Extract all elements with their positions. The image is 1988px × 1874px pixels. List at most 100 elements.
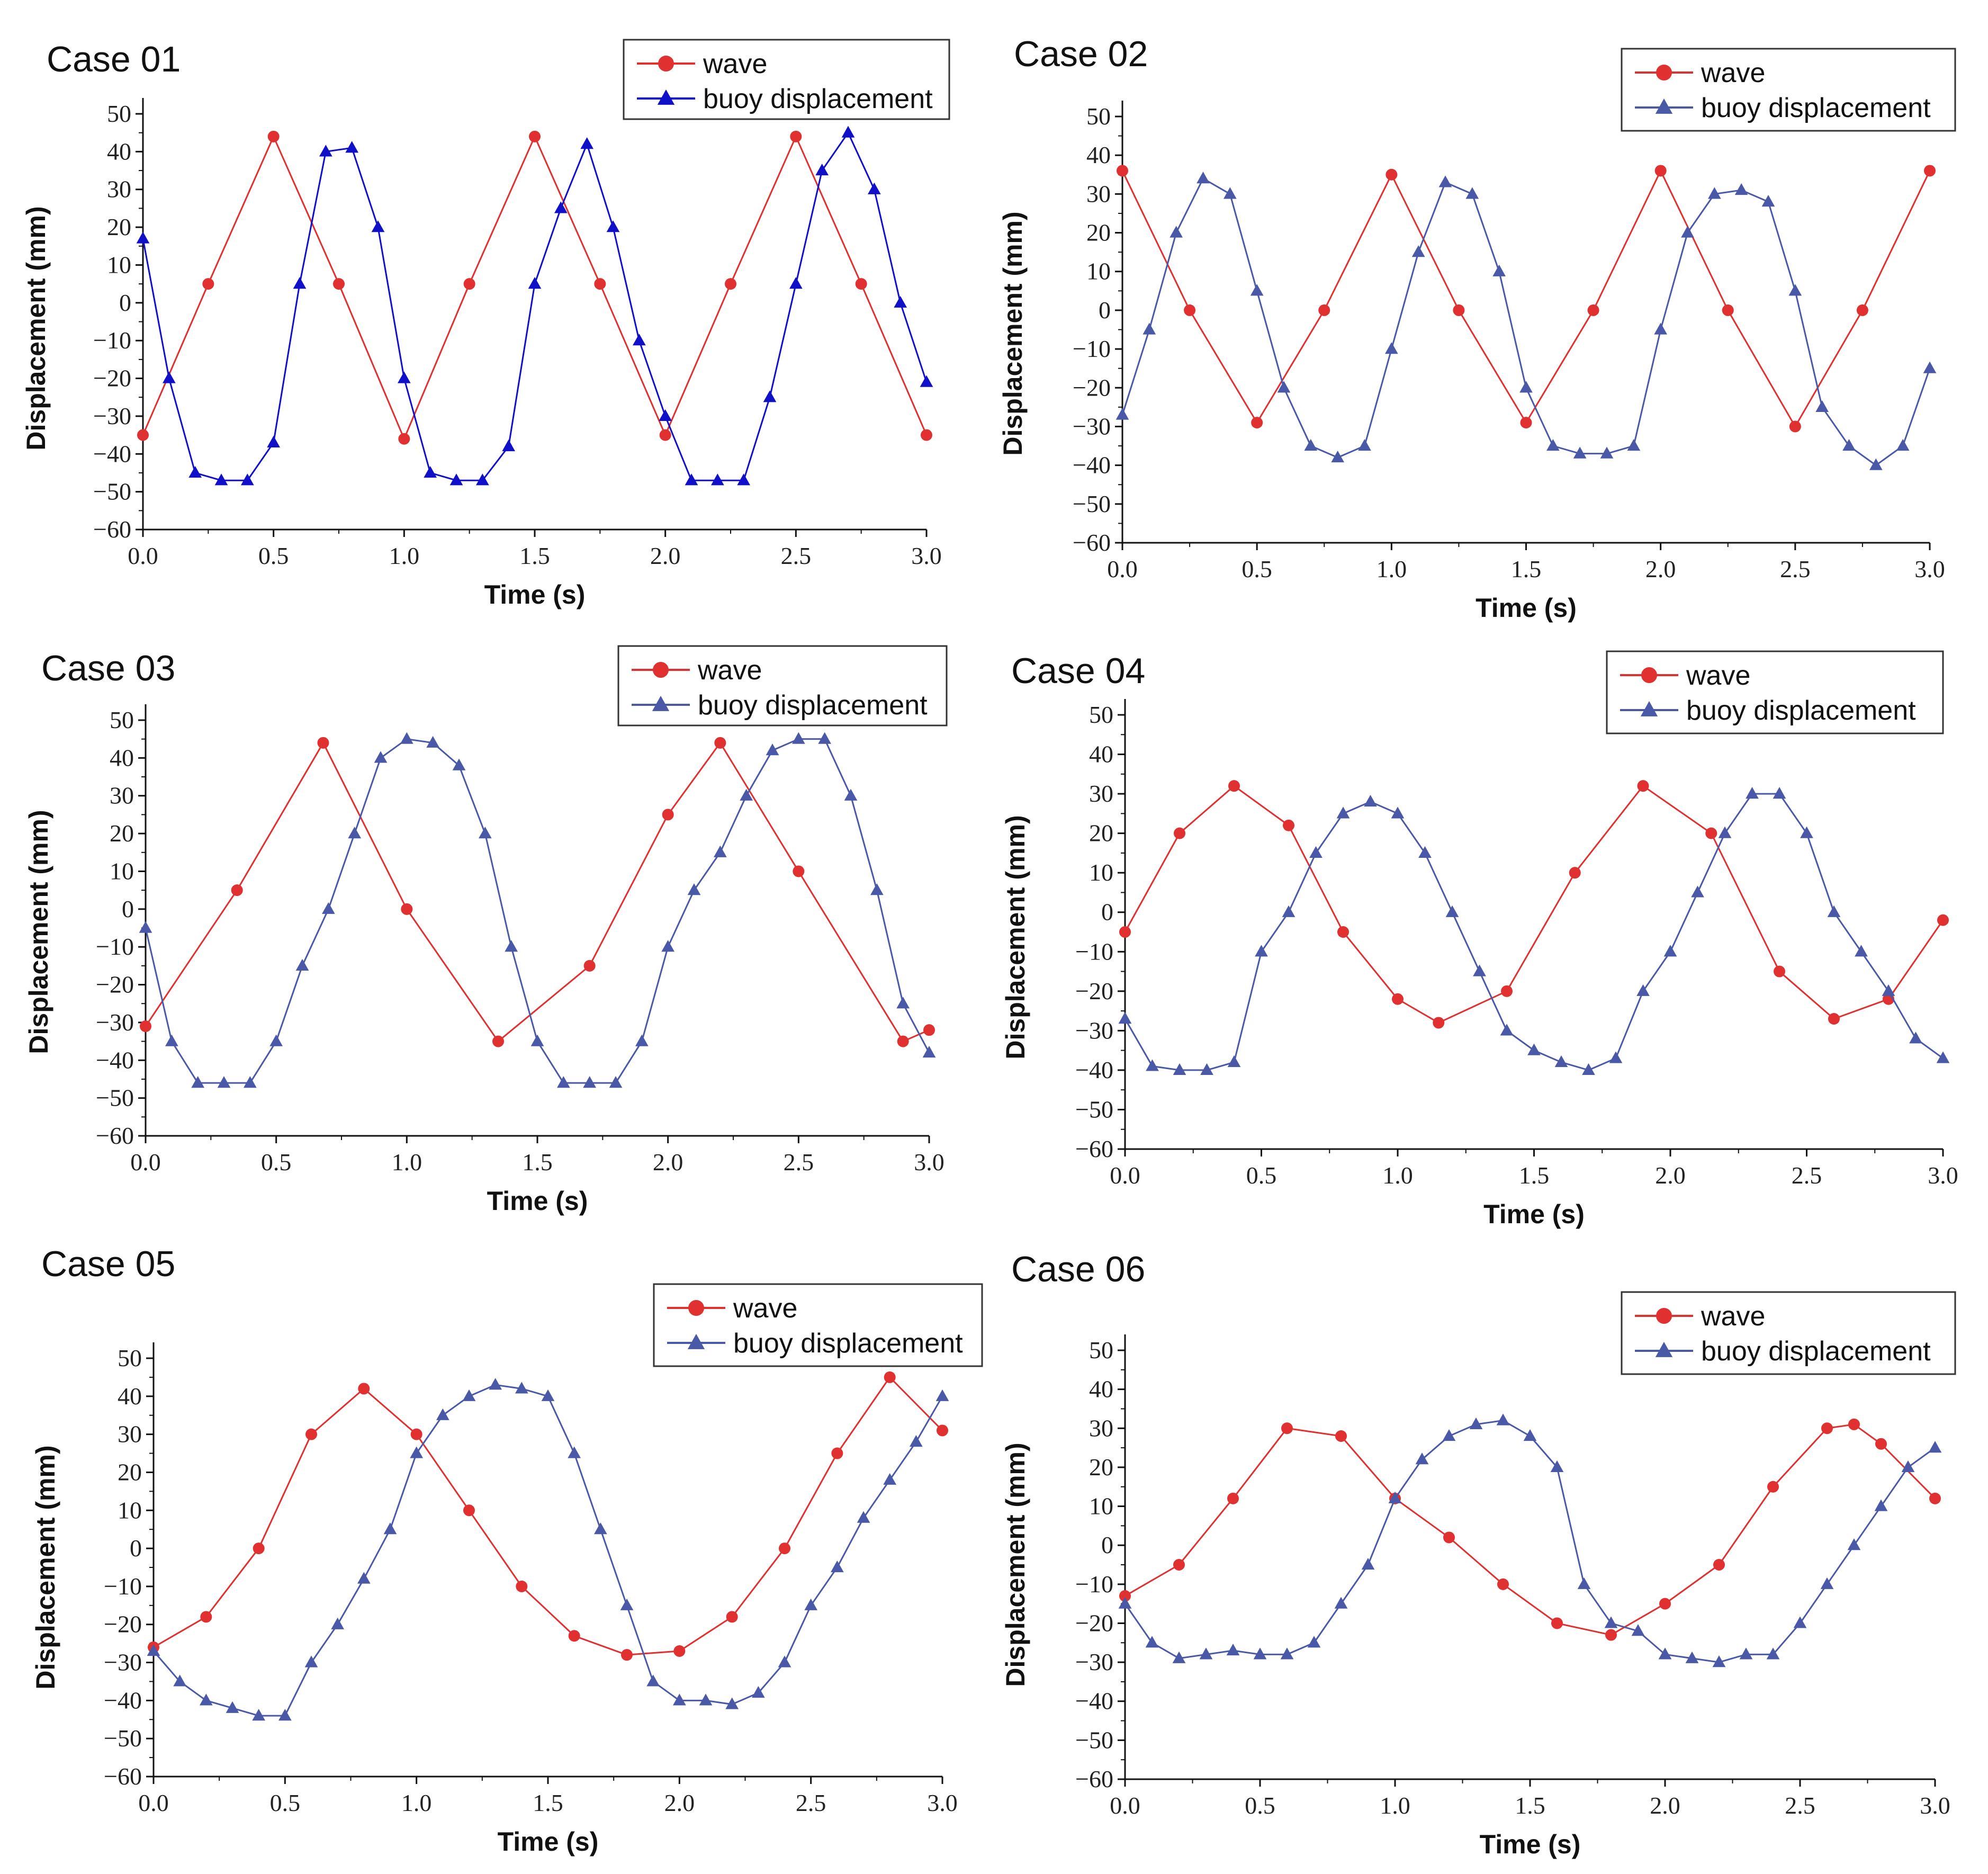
buoy-point — [426, 736, 440, 748]
buoy-point — [217, 1076, 231, 1088]
wave-point — [897, 1035, 909, 1047]
x-tick-label: 3.0 — [914, 1149, 944, 1176]
buoy-point — [348, 827, 362, 839]
x-tick-label: 1.5 — [1511, 555, 1542, 582]
y-tick-label: 40 — [1086, 141, 1111, 168]
buoy-point — [243, 1076, 257, 1088]
buoy-point — [632, 334, 646, 346]
buoy-point — [1197, 172, 1210, 184]
legend-triangle-marker — [1655, 98, 1673, 114]
y-tick-label: −40 — [1073, 452, 1111, 479]
chart-panel-3: Case 03 −60 −50 −40 −30 −20 −10 0 10 20 30 40 50 0.0 0… — [24, 645, 948, 1216]
wave-point — [267, 130, 280, 142]
y-tick-label: −10 — [1075, 1571, 1113, 1598]
wave-point — [1569, 867, 1581, 879]
buoy-point — [896, 997, 910, 1009]
x-tick-label: 1.0 — [1382, 1162, 1413, 1189]
x-tick-label: 0.5 — [270, 1789, 301, 1816]
wave-point — [358, 1383, 370, 1395]
buoy-point — [1827, 905, 1841, 917]
x-axis-label: Time (s) — [1476, 593, 1577, 623]
buoy-point — [818, 732, 832, 744]
series-line — [153, 1376, 943, 1656]
wave-point — [1392, 993, 1404, 1005]
buoy-point — [1739, 1647, 1753, 1660]
legend-box — [1606, 650, 1944, 734]
buoy-point — [620, 1598, 634, 1610]
wave-point — [1227, 1492, 1239, 1504]
wave-point — [1251, 417, 1263, 429]
y-tick-label: −30 — [1075, 1648, 1113, 1675]
chart-panel-2: Case 02 −60 −50 −40 −30 −20 −10 0 10 20 30 40 50 0.0 0… — [998, 34, 1956, 623]
legend-triangle-marker — [687, 1334, 705, 1349]
y-tick-label: 40 — [110, 744, 134, 771]
buoy-point — [162, 371, 176, 383]
buoy-point — [1143, 322, 1156, 335]
chart-panel-4: Case 04 −60 −50 −40 −30 −20 −10 0 10 20 30 40 50 0.0 0… — [1001, 650, 1958, 1229]
x-tick-label: 2.0 — [664, 1789, 695, 1816]
y-tick-label: 0 — [119, 289, 131, 316]
buoy-point — [345, 141, 359, 153]
legend-triangle-marker — [652, 696, 670, 711]
y-tick-label: −20 — [1073, 374, 1111, 401]
y-tick-label: −60 — [104, 1763, 142, 1790]
buoy-point — [1761, 195, 1775, 207]
buoy-point — [1445, 905, 1459, 917]
wave-point — [1774, 965, 1785, 978]
y-tick-label: −60 — [96, 1122, 134, 1149]
legend-label: wave — [1701, 1301, 1765, 1332]
buoy-point — [1691, 885, 1704, 898]
buoy-point — [374, 751, 388, 763]
series-wave — [1119, 1418, 1941, 1641]
x-tick-label: 1.5 — [1519, 1162, 1550, 1189]
x-axis-label: Time (s) — [484, 580, 586, 609]
wave-point — [1520, 417, 1532, 429]
wave-point — [1637, 780, 1649, 792]
y-tick-label: 10 — [1089, 859, 1113, 886]
buoy-point — [475, 473, 489, 486]
buoy-point — [737, 473, 751, 486]
buoy-point — [541, 1389, 555, 1401]
buoy-point — [1550, 1460, 1564, 1473]
wave-point — [790, 130, 802, 142]
legend-label: wave — [733, 1293, 797, 1324]
wave-point — [937, 1424, 948, 1437]
buoy-point — [646, 1674, 660, 1687]
x-tick-label: 3.0 — [1928, 1162, 1958, 1189]
y-axis-label: Displacement (mm) — [1001, 815, 1030, 1059]
buoy-point — [1546, 439, 1560, 451]
wave-point — [1335, 1430, 1347, 1442]
series-line — [1124, 1419, 1936, 1663]
buoy-point — [687, 883, 701, 895]
wave-point — [1228, 780, 1240, 792]
buoy-point — [1855, 945, 1868, 957]
wave-point — [659, 429, 671, 441]
legend-box — [653, 1283, 983, 1367]
buoy-point — [1465, 187, 1479, 199]
legend-box — [623, 39, 950, 120]
buoy-point — [1384, 342, 1398, 354]
buoy-point — [269, 1034, 283, 1046]
buoy-point — [400, 732, 413, 744]
wave-point — [921, 429, 932, 441]
wave-point — [1654, 165, 1667, 177]
buoy-point — [804, 1598, 818, 1610]
buoy-point — [841, 125, 855, 138]
y-tick-label: −40 — [1075, 1688, 1113, 1715]
legend-circle-marker — [1641, 667, 1657, 683]
y-tick-label: −20 — [96, 971, 134, 998]
buoy-point — [554, 201, 568, 213]
buoy-point — [530, 1034, 544, 1046]
buoy-point — [489, 1378, 502, 1390]
y-tick-label: 50 — [107, 100, 131, 127]
buoy-point — [883, 1473, 897, 1485]
legend-label: buoy displacement — [733, 1328, 963, 1359]
legend-circle-marker — [653, 662, 669, 678]
buoy-point — [789, 277, 803, 289]
y-tick-label: 0 — [122, 895, 134, 922]
buoy-point — [226, 1701, 239, 1713]
wave-point — [568, 1630, 580, 1642]
buoy-point — [1116, 408, 1129, 420]
y-tick-label: −50 — [1073, 490, 1111, 517]
buoy-point — [1936, 1051, 1950, 1063]
